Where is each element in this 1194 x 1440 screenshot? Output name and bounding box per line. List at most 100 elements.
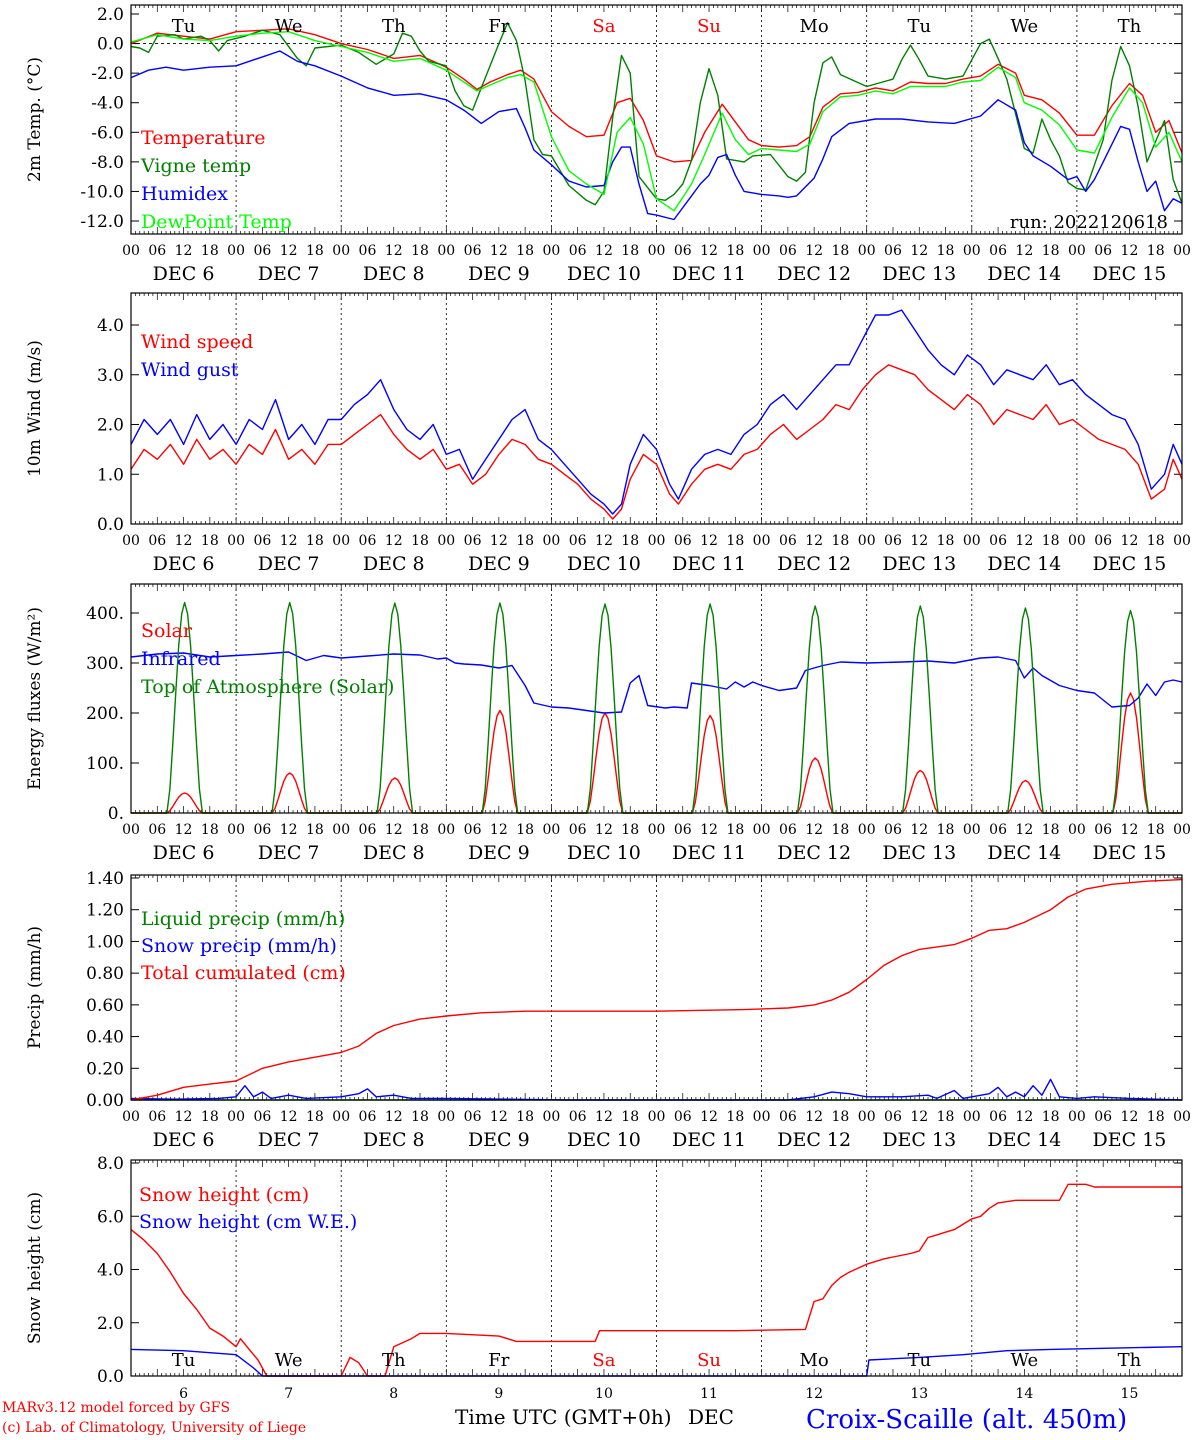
y-tick-label: 1.00 [86, 932, 124, 952]
date-label: DEC 7 [258, 553, 320, 575]
y-tick-label: 0.0 [97, 1367, 124, 1387]
hour-label: 06 [359, 243, 377, 259]
hour-label: 00 [858, 1109, 876, 1125]
hour-label: 06 [989, 243, 1007, 259]
series-line [130, 651, 1183, 714]
legend-entry: Infrared [141, 648, 221, 670]
hour-label: 18 [832, 1109, 850, 1125]
hour-label: 18 [1042, 822, 1060, 838]
series-line [130, 878, 1183, 1101]
legend-entry: DewPoint Temp [141, 211, 292, 233]
hour-label: 12 [805, 243, 823, 259]
hour-label: 00 [437, 822, 455, 838]
y-tick-label: 0. [108, 804, 124, 824]
hour-label: 18 [411, 1109, 429, 1125]
hour-label: 00 [1173, 1109, 1191, 1125]
hour-label: 00 [437, 1109, 455, 1125]
date-label: DEC 8 [363, 842, 425, 864]
date-label: DEC 13 [882, 1129, 956, 1151]
hour-label: 00 [227, 1109, 245, 1125]
hour-label: 06 [253, 1109, 271, 1125]
hour-label: 12 [280, 243, 298, 259]
series-line [130, 309, 1183, 515]
date-label: DEC 11 [672, 263, 746, 285]
weekday-label: Tu [172, 1350, 196, 1371]
date-label: DEC 8 [363, 263, 425, 285]
hour-label: 06 [359, 533, 377, 549]
weekday-label: Sa [592, 16, 615, 37]
y-tick-label: 2.0 [97, 5, 124, 25]
hour-label: 06 [569, 822, 587, 838]
y-tick-label: -8.0 [91, 153, 124, 173]
date-label: DEC 7 [258, 842, 320, 864]
hour-label: 18 [832, 533, 850, 549]
hour-label: 12 [280, 822, 298, 838]
weekday-label: Tu [907, 1350, 931, 1371]
weekday-label: Tu [907, 16, 931, 37]
hour-label: 00 [648, 243, 666, 259]
hour-label: 12 [280, 1109, 298, 1125]
hour-label: 18 [1147, 243, 1165, 259]
hour-label: 12 [175, 243, 193, 259]
y-tick-label: 1.0 [97, 465, 124, 485]
weekday-label: Fr [488, 1350, 509, 1371]
y-tick-label: -6.0 [91, 123, 124, 143]
hour-label: 12 [595, 243, 613, 259]
legend-entry: Snow height (cm W.E.) [139, 1211, 357, 1233]
date-label: DEC 10 [567, 263, 641, 285]
y-tick-label: 0.00 [86, 1091, 124, 1111]
y-tick-label: -2.0 [91, 64, 124, 84]
y-tick-label: 6.0 [97, 1207, 124, 1227]
hour-label: 18 [726, 243, 744, 259]
hour-label: 12 [175, 822, 193, 838]
hour-label: 18 [306, 822, 324, 838]
hour-label: 18 [1147, 822, 1165, 838]
date-label: DEC 15 [1093, 263, 1167, 285]
legend-entry: Vigne temp [140, 155, 251, 177]
hour-label: 00 [648, 1109, 666, 1125]
hour-label: 12 [280, 533, 298, 549]
time-axis-month: DEC [688, 1405, 734, 1429]
day-number-label: 9 [494, 1386, 503, 1402]
date-label: DEC 12 [777, 263, 851, 285]
date-label: DEC 8 [363, 553, 425, 575]
day-number-label: 10 [595, 1386, 613, 1402]
y-tick-label: 0.0 [97, 35, 124, 55]
plot-frame [130, 292, 1183, 525]
hour-label: 12 [1015, 243, 1033, 259]
y-tick-label: 4.0 [97, 316, 124, 336]
date-label: DEC 9 [468, 263, 530, 285]
y-tick-label: 0.20 [86, 1059, 124, 1079]
hour-label: 06 [464, 1109, 482, 1125]
hour-label: 18 [411, 533, 429, 549]
hour-label: 12 [1121, 1109, 1139, 1125]
weekday-label: Sa [592, 1350, 615, 1371]
hour-label: 06 [884, 1109, 902, 1125]
hour-label: 18 [1042, 533, 1060, 549]
hour-label: 00 [227, 533, 245, 549]
hour-label: 06 [569, 1109, 587, 1125]
hour-label: 06 [779, 822, 797, 838]
legend-entry: Wind gust [141, 359, 239, 381]
hour-label: 18 [516, 822, 534, 838]
date-label: DEC 13 [882, 553, 956, 575]
hour-label: 06 [779, 533, 797, 549]
hour-label: 18 [1147, 533, 1165, 549]
date-label: DEC 13 [882, 263, 956, 285]
y-tick-label: 0.60 [86, 996, 124, 1016]
hour-label: 18 [621, 533, 639, 549]
hour-label: 18 [516, 533, 534, 549]
series-line [130, 31, 1183, 212]
date-label: DEC 6 [153, 842, 215, 864]
hour-label: 18 [411, 822, 429, 838]
day-number-label: 14 [1015, 1386, 1033, 1402]
hour-label: 00 [963, 1109, 981, 1125]
hour-label: 12 [700, 243, 718, 259]
y-tick-label: -4.0 [91, 94, 124, 114]
day-number-label: 11 [700, 1386, 718, 1402]
hour-label: 00 [122, 243, 140, 259]
hour-label: 12 [385, 822, 403, 838]
panel-4: 0.00 0.20 0.40 0.60 0.80 1.00 1.20 1.40 Precip (… [25, 869, 1191, 1151]
hour-label: 12 [1015, 1109, 1033, 1125]
panel-3: 0. 100. 200. 300. 400. Energy fluxes (W/m²) So… [25, 583, 1191, 864]
